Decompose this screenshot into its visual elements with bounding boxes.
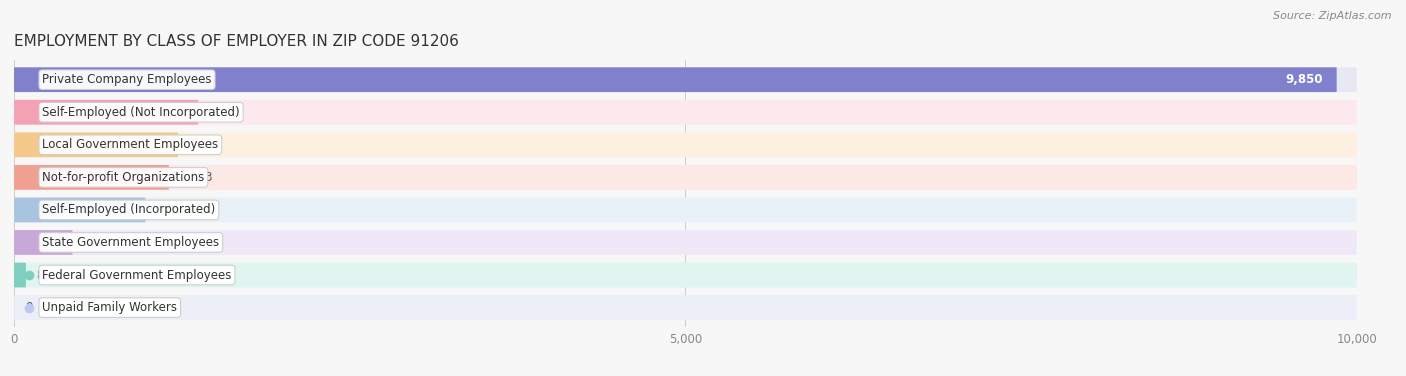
FancyBboxPatch shape	[14, 263, 25, 287]
FancyBboxPatch shape	[14, 100, 198, 124]
Text: Self-Employed (Incorporated): Self-Employed (Incorporated)	[42, 203, 215, 217]
Text: Source: ZipAtlas.com: Source: ZipAtlas.com	[1274, 11, 1392, 21]
Text: 9,850: 9,850	[1285, 73, 1323, 86]
Text: EMPLOYMENT BY CLASS OF EMPLOYER IN ZIP CODE 91206: EMPLOYMENT BY CLASS OF EMPLOYER IN ZIP C…	[14, 34, 458, 49]
Text: 0: 0	[25, 301, 32, 314]
FancyBboxPatch shape	[14, 263, 1357, 287]
FancyBboxPatch shape	[14, 230, 1357, 255]
Text: Not-for-profit Organizations: Not-for-profit Organizations	[42, 171, 204, 184]
Text: 1,153: 1,153	[180, 171, 214, 184]
Text: State Government Employees: State Government Employees	[42, 236, 219, 249]
FancyBboxPatch shape	[14, 230, 73, 255]
Text: 88: 88	[37, 268, 52, 282]
Text: 435: 435	[83, 236, 105, 249]
FancyBboxPatch shape	[14, 132, 179, 157]
Text: 1,371: 1,371	[209, 106, 242, 119]
FancyBboxPatch shape	[14, 67, 1357, 92]
FancyBboxPatch shape	[14, 197, 145, 222]
Text: Federal Government Employees: Federal Government Employees	[42, 268, 232, 282]
Text: Private Company Employees: Private Company Employees	[42, 73, 212, 86]
Text: 1,221: 1,221	[188, 138, 222, 151]
Text: 978: 978	[156, 203, 179, 217]
FancyBboxPatch shape	[14, 100, 1357, 124]
Text: Unpaid Family Workers: Unpaid Family Workers	[42, 301, 177, 314]
FancyBboxPatch shape	[14, 132, 1357, 157]
FancyBboxPatch shape	[14, 165, 169, 190]
Text: Self-Employed (Not Incorporated): Self-Employed (Not Incorporated)	[42, 106, 240, 119]
FancyBboxPatch shape	[14, 295, 1357, 320]
FancyBboxPatch shape	[14, 197, 1357, 222]
Text: Local Government Employees: Local Government Employees	[42, 138, 218, 151]
FancyBboxPatch shape	[14, 67, 1337, 92]
FancyBboxPatch shape	[14, 165, 1357, 190]
